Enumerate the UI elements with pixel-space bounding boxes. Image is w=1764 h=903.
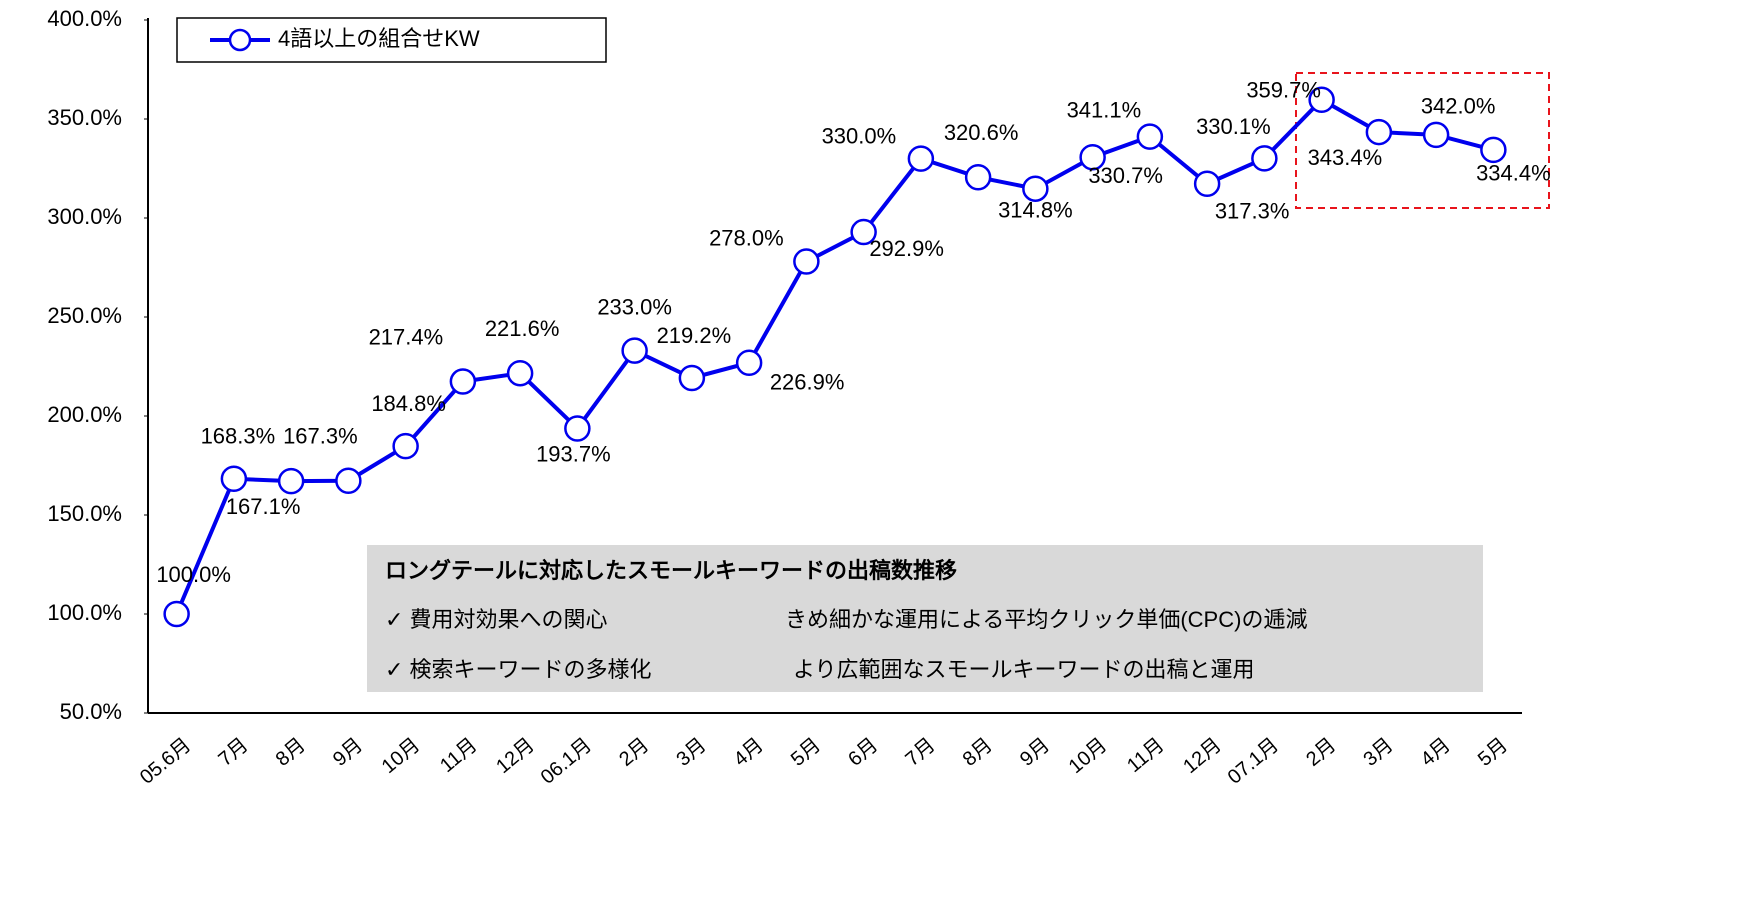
marker: [964, 163, 992, 191]
data-label: 278.0%: [709, 225, 784, 250]
data-label: 168.3%: [201, 424, 276, 449]
marker: [1365, 118, 1393, 146]
marker: [335, 467, 362, 494]
marker: [907, 145, 935, 172]
y-tick-label: 300.0%: [47, 204, 122, 229]
marker: [1422, 121, 1450, 149]
data-label: 330.0%: [822, 123, 897, 148]
data-label: 314.8%: [998, 198, 1073, 223]
data-label: 330.7%: [1088, 163, 1163, 188]
data-label: 359.7%: [1246, 78, 1321, 103]
legend-marker: [228, 28, 252, 52]
y-tick-label: 400.0%: [47, 6, 122, 31]
data-label: 221.6%: [485, 316, 560, 341]
marker: [1251, 145, 1278, 172]
marker: [1136, 123, 1164, 150]
data-label: 341.1%: [1067, 97, 1142, 122]
data-label: 184.8%: [371, 391, 446, 416]
marker: [564, 415, 591, 442]
marker: [220, 465, 248, 493]
data-label: 330.1%: [1196, 114, 1271, 139]
annotation-box: [367, 545, 1483, 692]
marker: [850, 218, 877, 246]
marker: [1193, 170, 1221, 197]
data-label: 100.0%: [156, 562, 231, 587]
data-label: 226.9%: [770, 370, 845, 395]
marker: [506, 359, 534, 387]
data-label: 217.4%: [369, 324, 444, 349]
y-tick-label: 100.0%: [47, 600, 122, 625]
legend-label: 4語以上の組合せKW: [278, 26, 480, 51]
marker: [1480, 136, 1507, 164]
data-label: 233.0%: [597, 294, 672, 319]
data-label: 342.0%: [1421, 94, 1496, 119]
marker: [621, 337, 648, 364]
marker: [1079, 143, 1106, 171]
marker: [1308, 86, 1335, 114]
annotation-left: ✓ 検索キーワードの多様化: [385, 657, 652, 682]
data-label: 193.7%: [536, 441, 611, 466]
data-label: 317.3%: [1215, 199, 1290, 224]
marker: [277, 467, 305, 495]
data-label: 343.4%: [1308, 145, 1383, 170]
data-label: 334.4%: [1476, 161, 1551, 186]
annotation-left: ✓ 費用対効果への関心: [385, 607, 608, 632]
marker: [449, 368, 477, 395]
marker: [793, 248, 820, 275]
data-label: 292.9%: [869, 236, 944, 261]
annotation-title: ロングテールに対応したスモールキーワードの出稿数推移: [385, 558, 957, 583]
marker: [735, 349, 763, 376]
y-tick-label: 50.0%: [60, 699, 122, 724]
marker: [163, 600, 190, 628]
data-label: 320.6%: [944, 120, 1019, 145]
y-tick-label: 250.0%: [47, 303, 122, 328]
annotation-right: より広範囲なスモールキーワードの出稿と運用: [793, 657, 1255, 682]
marker: [1022, 175, 1049, 202]
data-label: 167.3%: [283, 424, 358, 449]
data-label: 219.2%: [657, 323, 732, 348]
y-tick-label: 200.0%: [47, 402, 122, 427]
y-tick-label: 350.0%: [47, 105, 122, 130]
annotation-right: きめ細かな運用による平均クリック単価(CPC)の逓減: [785, 607, 1307, 632]
data-label: 167.1%: [226, 494, 301, 519]
marker: [678, 364, 706, 392]
marker: [392, 432, 419, 460]
highlight-box: [1295, 72, 1550, 209]
y-tick-label: 150.0%: [47, 501, 122, 526]
